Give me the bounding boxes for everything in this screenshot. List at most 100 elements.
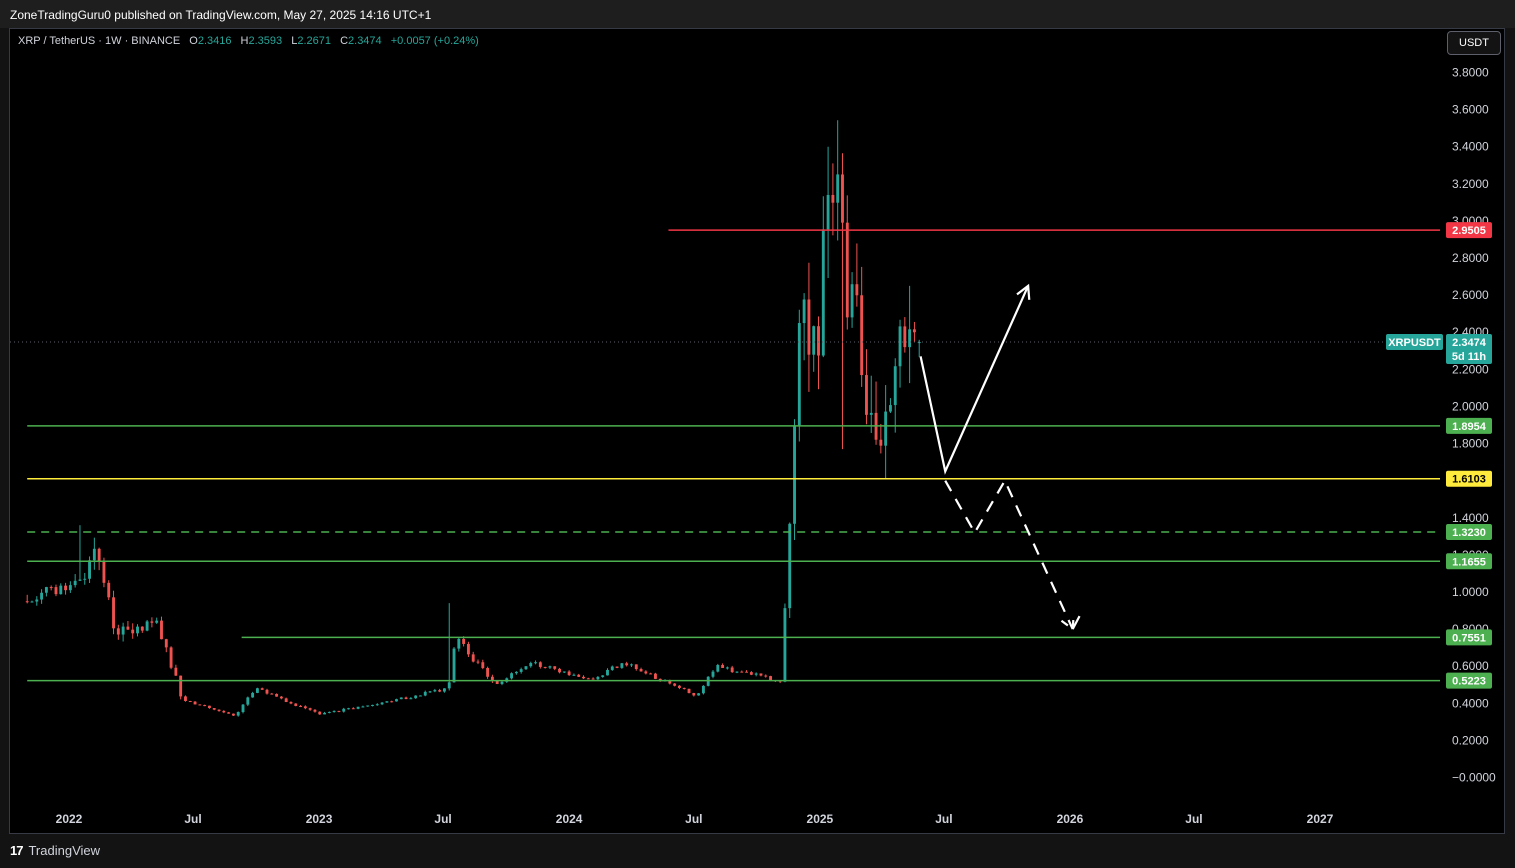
time-axis[interactable]: 2022 Jul 2023 Jul 2024 Jul 2025 Jul 2026 Jul 2027 [56, 812, 1334, 826]
y-tick-label: 3.6000 [1452, 103, 1489, 117]
candle-body [793, 425, 796, 524]
candle-body [366, 705, 370, 707]
candle-body [390, 701, 394, 703]
candle-body [788, 523, 792, 609]
y-tick-label: 3.8000 [1452, 66, 1489, 80]
symbol-tag [1386, 333, 1443, 350]
candle-body [495, 680, 499, 684]
change-value: +0.0057 (+0.24%) [390, 35, 479, 47]
candle-body [323, 712, 326, 715]
candle-body [337, 710, 341, 712]
candle-body [903, 326, 907, 348]
candle-body [102, 560, 106, 583]
candle-body [351, 708, 355, 710]
candle-body [145, 621, 149, 631]
symbol-tag-label: XRPUSDT [1388, 337, 1441, 349]
candle-body [419, 695, 422, 697]
candle-body [92, 548, 96, 561]
candle-body [606, 669, 609, 676]
candle-body [399, 697, 403, 700]
brand-name: TradingView [28, 843, 101, 858]
candle-body [275, 694, 279, 697]
candle-body [116, 628, 120, 635]
candle-body [227, 712, 231, 714]
candle-body [677, 685, 681, 688]
candle-body [423, 691, 427, 696]
candle-body [265, 689, 269, 694]
candle-body [562, 671, 566, 673]
candle-body [754, 673, 758, 675]
price-tags: 2.9505 1.8954 1.6103 1.3230 1.1655 0.7551 0.52… [1386, 222, 1492, 689]
candle-body [486, 667, 490, 677]
candle-body [375, 704, 379, 706]
chart-frame[interactable] [9, 28, 1505, 834]
candle-body [620, 663, 624, 668]
candle-body [577, 674, 581, 677]
candle-body [64, 585, 68, 591]
candle-body [481, 662, 485, 668]
candle-body [826, 194, 830, 230]
y-tick-label: 2.6000 [1452, 288, 1489, 302]
candle-body [289, 701, 293, 704]
price-axis[interactable]: 3.80003.60003.40003.20003.00002.80002.60… [1452, 66, 1496, 785]
candle-body [68, 585, 72, 591]
candle-body [591, 678, 595, 680]
candle-body [644, 671, 648, 674]
candle-body [155, 620, 159, 623]
candle-body [88, 560, 91, 579]
candle-body [898, 326, 902, 367]
currency-button[interactable]: USDT [1447, 31, 1501, 55]
candle-body [35, 599, 39, 602]
candle-body [668, 680, 672, 684]
x-tick-label: 2024 [556, 812, 583, 826]
candle-body [193, 701, 197, 705]
tradingview-brand[interactable]: 17 TradingView [10, 843, 100, 858]
candle-body [164, 639, 168, 648]
candle-body [558, 668, 561, 673]
y-tick-label: 1.4000 [1452, 511, 1489, 525]
candle-body [318, 711, 322, 715]
low-label: L [291, 35, 298, 47]
symbol-legend[interactable]: XRP / TetherUS · 1W · BINANCE O2.3416 H2… [18, 35, 479, 47]
symbol-name: XRP / TetherUS · 1W · BINANCE [18, 35, 181, 47]
candle-body [188, 701, 192, 703]
y-tick-label: −0.0000 [1452, 771, 1496, 785]
low-value: 2.2671 [297, 35, 331, 47]
candle-body [203, 705, 207, 707]
candle-body [385, 701, 389, 703]
candle-body [860, 295, 864, 376]
y-tick-label: 2.0000 [1452, 399, 1489, 413]
candle-body [884, 411, 888, 446]
candle-body [476, 661, 480, 663]
candle-body [567, 671, 571, 676]
candle-body [721, 665, 725, 668]
candle-body [711, 671, 715, 677]
candle-body [692, 692, 696, 696]
candle-body [395, 699, 398, 702]
candle-body [725, 667, 729, 669]
candle-body [126, 626, 130, 630]
candle-body [908, 329, 912, 348]
candle-body [160, 620, 163, 640]
candle-body [97, 548, 101, 561]
candle-body [442, 688, 446, 692]
candle-body [433, 690, 437, 692]
candle-body [380, 702, 384, 705]
x-tick-label: 2026 [1057, 812, 1084, 826]
price-tag-1.1655 [1446, 553, 1492, 570]
candle-body [831, 194, 835, 203]
candle-body [514, 671, 518, 674]
open-value: 2.3416 [197, 35, 232, 47]
candle-body [40, 592, 44, 600]
candle-body [817, 326, 820, 356]
candle-body [294, 703, 298, 706]
candle-body [279, 696, 283, 699]
candle-body [25, 601, 29, 603]
projection-arrows[interactable] [919, 283, 1081, 632]
candle-body [452, 648, 456, 683]
current-price-label: 2.3474 [1452, 337, 1487, 349]
candle-body [802, 299, 806, 324]
candle-body [150, 621, 154, 623]
candle-body [59, 585, 63, 595]
